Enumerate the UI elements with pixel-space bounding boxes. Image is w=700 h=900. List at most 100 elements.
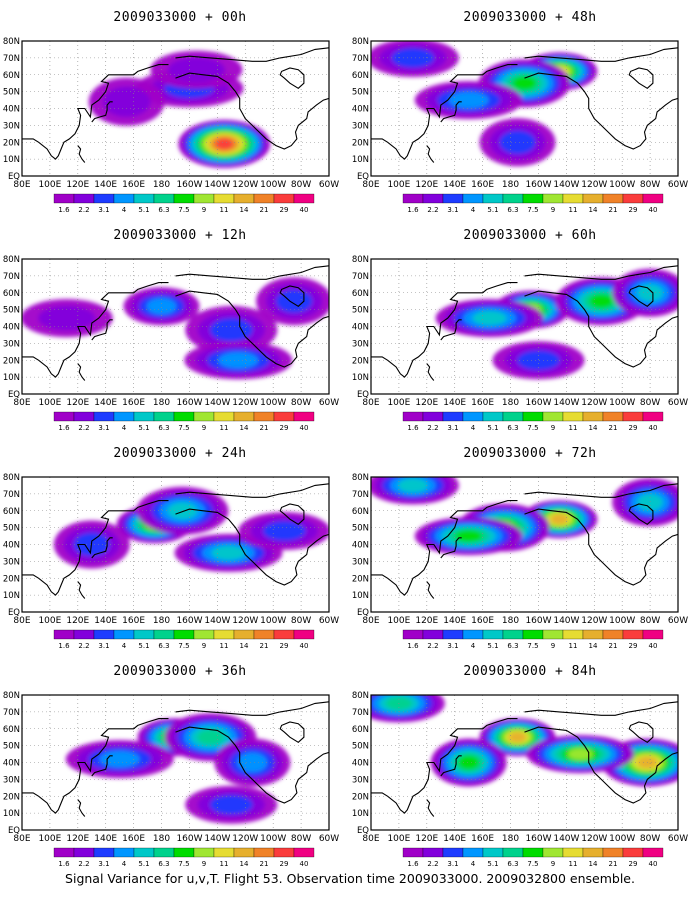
colorbar-label: 3.1 <box>98 424 109 432</box>
variance-contour <box>38 305 96 331</box>
colorbar-swatch <box>482 847 504 858</box>
colorbar-label: 11 <box>220 642 229 650</box>
x-tick-label: 120W <box>581 616 607 626</box>
x-tick-label: 80W <box>291 834 311 844</box>
colorbar-label: 14 <box>240 860 249 868</box>
colorbar-label: 2.2 <box>427 424 438 432</box>
colorbar-swatch <box>402 629 424 640</box>
x-tick-label: 100E <box>387 398 410 408</box>
colorbar-swatch <box>622 629 644 640</box>
x-tick-label: 80E <box>13 616 30 626</box>
colorbar-swatch <box>422 193 444 204</box>
y-tick-label: 20N <box>352 574 369 584</box>
x-tick-label: 60W <box>668 616 688 626</box>
colorbar-swatch <box>153 411 175 422</box>
x-tick-label: 100E <box>387 616 410 626</box>
colorbar-label: 6.3 <box>507 424 518 432</box>
colorbar-swatch <box>253 847 275 858</box>
coastline <box>279 721 305 743</box>
x-tick-label: 160E <box>471 616 494 626</box>
coastline <box>22 718 169 814</box>
y-tick-label: 40N <box>352 759 369 769</box>
panel-title-72h: 2009033000 + 72h <box>463 446 597 461</box>
colorbar-swatch <box>153 629 175 640</box>
colorbar-swatch <box>233 411 255 422</box>
x-tick-label: 60W <box>668 398 688 408</box>
y-tick-label: 50N <box>352 306 369 316</box>
x-tick-label: 120W <box>581 180 607 190</box>
coastline <box>426 145 435 163</box>
y-tick-label: 30N <box>352 557 369 567</box>
coastline <box>524 726 678 804</box>
colorbar-swatch <box>422 847 444 858</box>
colorbar-label: 21 <box>260 206 269 214</box>
x-tick-label: 80E <box>362 180 379 190</box>
x-tick-label: 160E <box>122 834 145 844</box>
colorbar-label: 11 <box>569 206 578 214</box>
x-tick-label: 140W <box>553 398 579 408</box>
coastline <box>524 72 678 150</box>
coastline <box>426 799 435 817</box>
colorbar-swatch <box>542 411 564 422</box>
x-tick-label: 100E <box>38 834 61 844</box>
colorbar-swatch <box>113 193 135 204</box>
colorbar-swatch <box>402 411 424 422</box>
colorbar-swatch <box>402 193 424 204</box>
colorbar-label: 40 <box>300 206 309 214</box>
colorbar-swatch <box>133 193 155 204</box>
colorbar-swatch <box>53 847 75 858</box>
coastline <box>175 47 329 62</box>
colorbar-swatch <box>193 629 215 640</box>
colorbar-swatch <box>582 629 604 640</box>
y-tick-label: 70N <box>352 708 369 718</box>
x-tick-label: 180 <box>502 180 519 190</box>
colorbar-swatch <box>542 629 564 640</box>
colorbar-label: 3.1 <box>447 860 458 868</box>
map-frame <box>21 694 330 831</box>
colorbar-label: 29 <box>629 642 638 650</box>
colorbar-swatch <box>582 193 604 204</box>
colorbar-label: 14 <box>240 642 249 650</box>
x-tick-label: 160W <box>176 398 202 408</box>
colorbar-label: 3.1 <box>98 206 109 214</box>
x-tick-label: 180 <box>502 616 519 626</box>
colorbar-swatch <box>582 411 604 422</box>
coastline <box>175 483 329 498</box>
colorbar-label: 14 <box>589 206 598 214</box>
coastline <box>426 363 435 381</box>
colorbar-swatch <box>562 847 584 858</box>
x-tick-label: 160W <box>176 834 202 844</box>
variance-contour <box>237 752 268 773</box>
colorbar-label: 4 <box>122 206 127 214</box>
coastline <box>175 508 329 586</box>
x-tick-label: 160W <box>525 398 551 408</box>
colorbar-label: 40 <box>300 860 309 868</box>
colorbar-label: 21 <box>260 424 269 432</box>
map-frame <box>370 40 679 177</box>
x-tick-label: 80W <box>640 398 660 408</box>
colorbar-swatch <box>133 847 155 858</box>
x-tick-label: 120E <box>66 398 89 408</box>
colorbar-swatch <box>442 411 464 422</box>
colorbar-label: 11 <box>569 860 578 868</box>
colorbar-label: 5.1 <box>138 860 149 868</box>
colorbar-label: 11 <box>220 206 229 214</box>
colorbar-swatch <box>113 411 135 422</box>
colorbar-label: 1.6 <box>407 424 419 432</box>
colorbar-label: 7.5 <box>527 424 538 432</box>
coastline <box>91 537 113 559</box>
y-tick-label: EQ <box>357 172 369 182</box>
colorbar-swatch <box>53 411 75 422</box>
y-tick-label: 50N <box>3 88 20 98</box>
colorbar-label: 4 <box>471 860 476 868</box>
colorbar-label: 9 <box>551 424 555 432</box>
colorbar-swatch <box>422 411 444 422</box>
x-tick-label: 180 <box>153 616 170 626</box>
variance-contour <box>568 748 593 760</box>
coastline <box>628 503 654 525</box>
y-tick-label: 30N <box>352 775 369 785</box>
coastline <box>22 64 169 160</box>
colorbar-label: 6.3 <box>507 642 518 650</box>
colorbar-label: 6.3 <box>158 206 169 214</box>
colorbar-label: 4 <box>471 642 476 650</box>
